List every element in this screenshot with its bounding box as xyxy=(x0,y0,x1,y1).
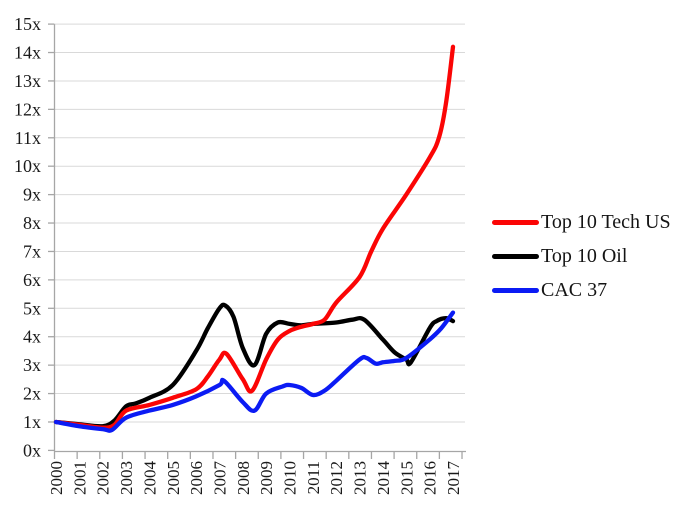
legend-swatch-red xyxy=(492,219,539,225)
svg-text:1x: 1x xyxy=(23,412,41,432)
svg-text:6x: 6x xyxy=(23,270,41,290)
svg-text:7x: 7x xyxy=(23,241,41,261)
svg-text:2013: 2013 xyxy=(351,461,370,495)
legend-item-cac-37: CAC 37 xyxy=(492,273,671,307)
svg-text:2015: 2015 xyxy=(397,461,416,495)
svg-text:11x: 11x xyxy=(15,128,41,148)
svg-text:2000: 2000 xyxy=(47,461,66,495)
svg-text:13x: 13x xyxy=(14,71,41,91)
svg-text:2009: 2009 xyxy=(257,461,276,495)
svg-text:2x: 2x xyxy=(23,384,41,404)
svg-text:2010: 2010 xyxy=(281,461,300,495)
svg-text:12x: 12x xyxy=(14,99,41,119)
legend-swatch-black xyxy=(492,253,539,259)
svg-text:2004: 2004 xyxy=(140,461,159,496)
svg-text:2014: 2014 xyxy=(374,461,393,496)
svg-text:0x: 0x xyxy=(23,440,41,460)
legend-label-top-10-oil: Top 10 Oil xyxy=(541,245,628,267)
legend-item-top-10-oil: Top 10 Oil xyxy=(492,239,671,273)
svg-text:2011: 2011 xyxy=(304,461,323,494)
svg-text:5x: 5x xyxy=(23,298,41,318)
svg-text:2005: 2005 xyxy=(164,461,183,495)
legend-label-cac-37: CAC 37 xyxy=(541,279,608,301)
legend-item-top-10-tech-us: Top 10 Tech US xyxy=(492,205,671,239)
svg-text:4x: 4x xyxy=(23,327,41,347)
svg-text:2007: 2007 xyxy=(210,461,229,496)
legend: Top 10 Tech US Top 10 Oil CAC 37 xyxy=(492,205,671,307)
legend-label-top-10-tech-us: Top 10 Tech US xyxy=(541,211,671,233)
svg-text:14x: 14x xyxy=(14,43,41,63)
legend-swatch-blue xyxy=(492,287,539,293)
svg-text:10x: 10x xyxy=(14,156,41,176)
svg-text:2012: 2012 xyxy=(327,461,346,495)
svg-text:2001: 2001 xyxy=(70,461,89,495)
svg-text:9x: 9x xyxy=(23,185,41,205)
svg-text:2016: 2016 xyxy=(421,461,440,495)
svg-text:2002: 2002 xyxy=(94,461,113,495)
svg-text:8x: 8x xyxy=(23,213,41,233)
svg-text:2006: 2006 xyxy=(187,461,206,495)
svg-text:2003: 2003 xyxy=(117,461,136,495)
svg-text:3x: 3x xyxy=(23,355,41,375)
svg-text:2017: 2017 xyxy=(444,461,463,496)
svg-text:15x: 15x xyxy=(14,14,41,34)
svg-text:2008: 2008 xyxy=(234,461,253,495)
